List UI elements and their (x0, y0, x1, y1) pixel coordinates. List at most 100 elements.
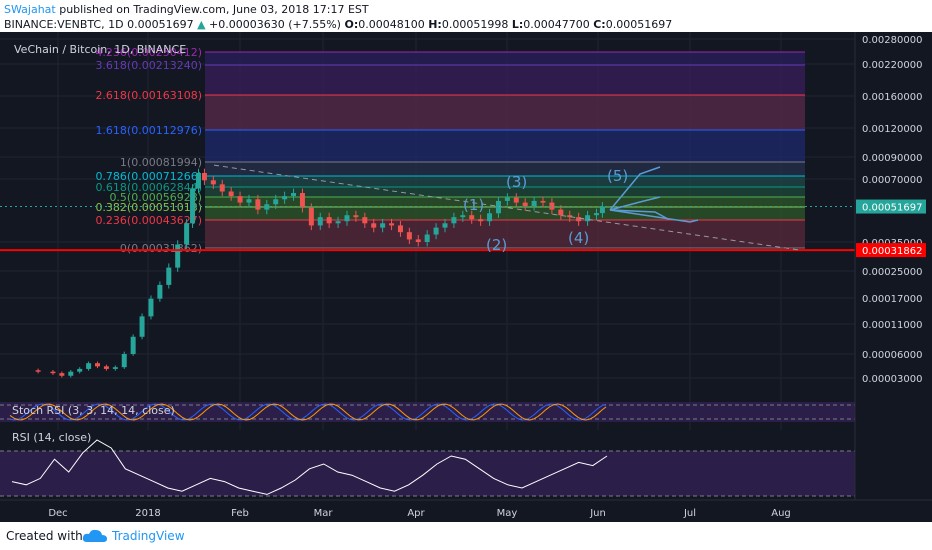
price-tick-label: 0.00006000 (862, 350, 922, 361)
fib-band (205, 197, 805, 207)
time-tick-label: Feb (231, 508, 249, 519)
publish-line: SWajahat published on TradingView.com, J… (4, 3, 369, 16)
fib-level-label: 0.618(0.00062844) (95, 181, 202, 194)
price-tick-label: 0.00220000 (862, 60, 922, 71)
support-price-tag-text: 0.00031862 (862, 246, 922, 257)
candle-body (308, 207, 314, 226)
candle-body (299, 193, 305, 208)
elliott-wave-label: (3) (506, 173, 527, 191)
candle-body (201, 172, 207, 181)
candle-body (389, 223, 395, 226)
candle-body (291, 193, 297, 197)
close-value: 0.00051697 (605, 18, 673, 31)
candle-body (175, 244, 181, 268)
tradingview-cloud-icon (82, 529, 107, 542)
candle-body (148, 298, 154, 317)
chart-canvas[interactable]: 4.236(0.00250412)3.618(0.00213240) 2.618(… (0, 32, 932, 522)
candle-body (504, 197, 510, 201)
current-price-tag-text: 0.00051697 (862, 203, 922, 214)
publish-text: published on TradingView.com, June 03, 2… (59, 3, 369, 16)
candle-body (326, 217, 332, 224)
fib-band (205, 130, 805, 162)
candle-body (558, 209, 564, 216)
price-tick-label: 0.00120000 (862, 124, 922, 135)
fib-band (205, 52, 805, 65)
candle-body (576, 217, 582, 222)
rsi-label: RSI (14, close) (12, 431, 91, 444)
candle-body (380, 223, 386, 228)
up-triangle-icon: ▲ (197, 18, 206, 31)
candle-body (406, 232, 412, 240)
candle-body (112, 367, 118, 369)
time-tick-label: 2018 (135, 508, 160, 519)
candle-body (86, 363, 92, 369)
support-price-tag (856, 243, 926, 258)
fib-level-label: 0.236(0.00043627) (95, 214, 202, 227)
candle-body (166, 267, 172, 285)
fib-level-label: 0.5(0.00056928) (109, 191, 202, 204)
fib-band (205, 220, 805, 248)
high-label: H: (428, 18, 442, 31)
candle-body (478, 219, 484, 222)
fib-band (205, 95, 805, 130)
time-tick-label: May (497, 508, 518, 519)
elliott-wave-label: (2) (486, 236, 507, 254)
last-price: 0.00051697 (127, 18, 194, 31)
candle-body (68, 371, 74, 376)
candle-body (246, 199, 252, 203)
projection-arrow (609, 209, 669, 220)
candle-body (522, 202, 528, 207)
fib-level-label: 0.382(0.00051013) (95, 201, 202, 214)
fib-band (205, 65, 805, 95)
stoch-d-line (9, 403, 607, 421)
candle-body (50, 371, 56, 374)
price-tick-label: 0.00280000 (862, 35, 922, 46)
price-axis-area (855, 32, 932, 522)
time-tick-label: Aug (771, 508, 791, 519)
tradingview-brand[interactable]: TradingView (112, 529, 185, 543)
symbol-name: BINANCE:VENBTC, 1D (4, 18, 124, 31)
candle-body (273, 199, 279, 205)
candle-body (495, 200, 501, 214)
candle-body (344, 215, 350, 222)
projection-arrow (609, 166, 661, 211)
fib-level-label: 2.618(0.00163108) (95, 89, 202, 102)
candle-body (237, 196, 243, 203)
price-tick-label: 0.00025000 (862, 267, 922, 278)
fib-level-label: 3.618(0.00213240) (95, 59, 202, 72)
candle-body (77, 368, 83, 372)
candle-body (469, 215, 475, 220)
price-tick-label: 0.00160000 (862, 92, 922, 103)
elliott-wave-label: (1) (463, 196, 484, 214)
fib-level-label: 4.236(0.00250412) (95, 46, 202, 59)
price-change: +0.00003630 (+7.55%) (209, 18, 341, 31)
candle-body (442, 223, 448, 228)
price-tick-label: 0.00017000 (862, 294, 922, 305)
time-tick-label: Mar (314, 508, 334, 519)
author-link[interactable]: SWajahat (4, 3, 56, 16)
candle-body (531, 200, 537, 207)
candle-body (317, 217, 323, 226)
candle-body (585, 215, 591, 222)
candle-body (540, 200, 546, 203)
candle-body (424, 234, 430, 242)
candle-body (335, 221, 341, 224)
projection-arrow (609, 196, 661, 211)
price-tick-label: 0.00070000 (862, 175, 922, 186)
elliott-wave-label: (5) (607, 167, 628, 185)
low-label: L: (511, 18, 524, 31)
candle-body (210, 180, 216, 185)
fib-band (205, 187, 805, 197)
low-value: 0.00047700 (523, 18, 590, 31)
candle-body (35, 370, 41, 372)
projection-arrow (609, 209, 699, 223)
candle-body (139, 316, 145, 337)
fib-band (205, 207, 805, 220)
candle-body (95, 363, 101, 367)
candle-body (567, 215, 573, 218)
open-value: 0.00048100 (358, 18, 425, 31)
candle-body (371, 223, 377, 228)
stoch-rsi-label: Stoch RSI (3, 3, 14, 14, close) (12, 404, 175, 417)
symbol-line: BINANCE:VENBTC, 1D 0.00051697 ▲ +0.00003… (4, 18, 672, 31)
stoch-k-line (9, 403, 607, 421)
